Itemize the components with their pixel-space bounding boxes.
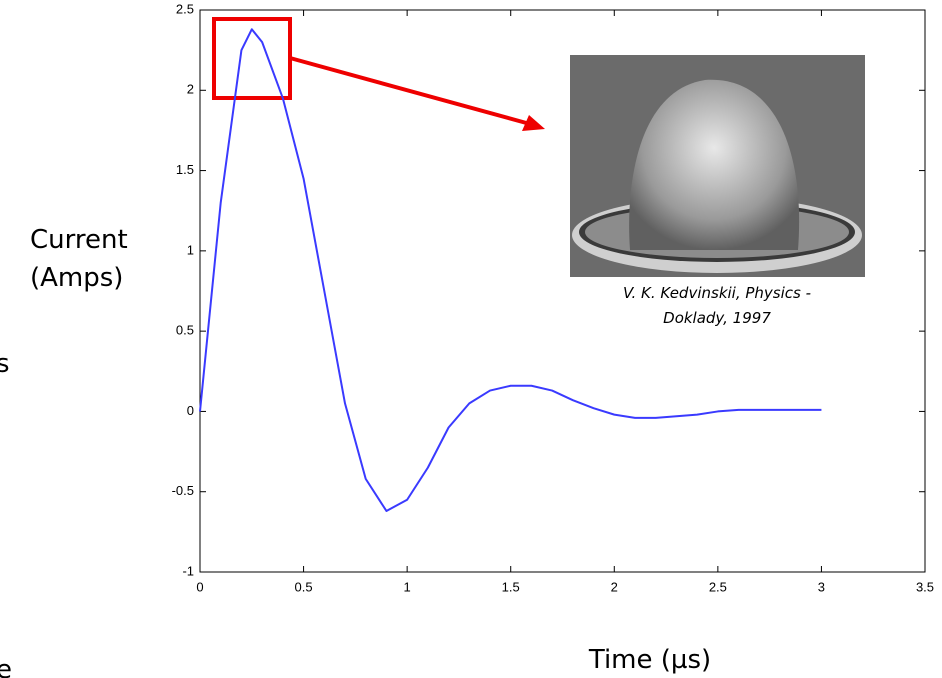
photo	[570, 55, 865, 277]
x-tick-label: 0	[196, 579, 203, 594]
photo-dome	[629, 79, 800, 250]
slide-fragment: s	[0, 349, 10, 379]
x-tick-label: 3	[818, 579, 825, 594]
y-tick-label: 2	[187, 82, 194, 97]
caption: Doklady, 1997	[663, 309, 771, 327]
x-tick-label: 1	[404, 579, 411, 594]
y-tick-label: -0.5	[172, 483, 194, 498]
data-line	[199, 28, 822, 512]
y-tick-label: 0	[187, 403, 194, 418]
caption: V. K. Kedvinskii, Physics -	[623, 284, 811, 302]
y-tick-label: 0.5	[176, 323, 194, 338]
plot-frame	[199, 9, 926, 573]
y-axis-label: (Amps)	[30, 263, 123, 293]
y-tick-label: 2.5	[176, 1, 194, 16]
x-tick-label: 0.5	[295, 579, 313, 594]
x-tick-label: 3.5	[916, 579, 934, 594]
arrow-head	[522, 115, 545, 131]
y-tick-label: -1	[182, 563, 194, 578]
x-tick-label: 2	[611, 579, 618, 594]
y-tick-label: 1	[187, 242, 194, 257]
x-axis-label: Time (µs)	[588, 645, 711, 675]
y-tick-label: 1.5	[176, 162, 194, 177]
x-tick-label: 2.5	[709, 579, 727, 594]
arrow-shaft	[289, 56, 531, 126]
slide-fragment: e	[0, 655, 12, 678]
y-axis-label: Current	[30, 225, 128, 255]
x-tick-label: 1.5	[502, 579, 520, 594]
